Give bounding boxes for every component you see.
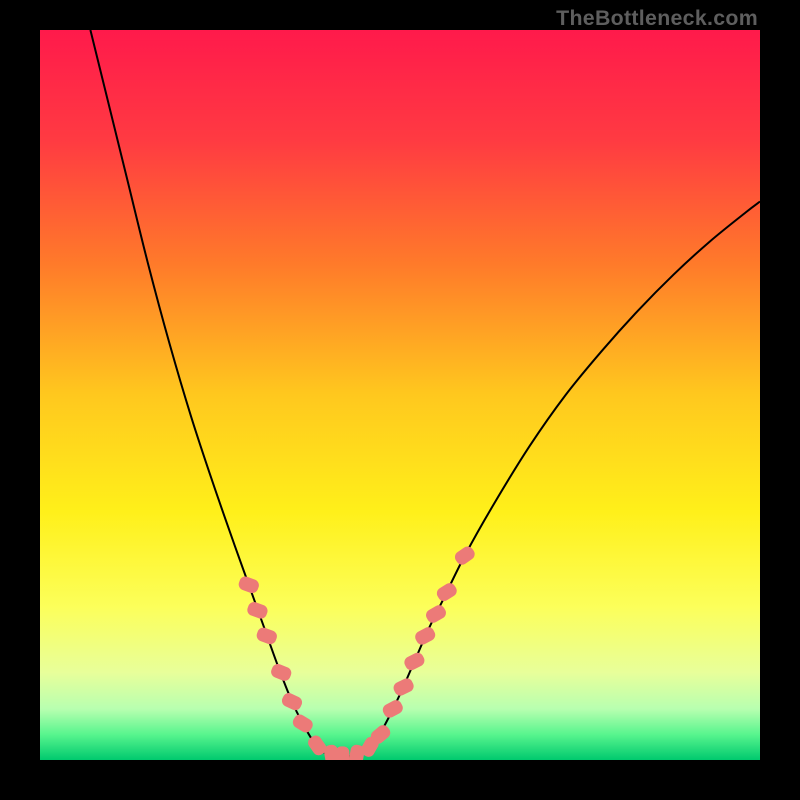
chart-svg [40,30,760,760]
chart-frame: TheBottleneck.com [0,0,800,800]
watermark-text: TheBottleneck.com [556,6,758,31]
gradient-background [40,30,760,760]
curve-marker [335,746,349,760]
plot-area [40,30,760,760]
